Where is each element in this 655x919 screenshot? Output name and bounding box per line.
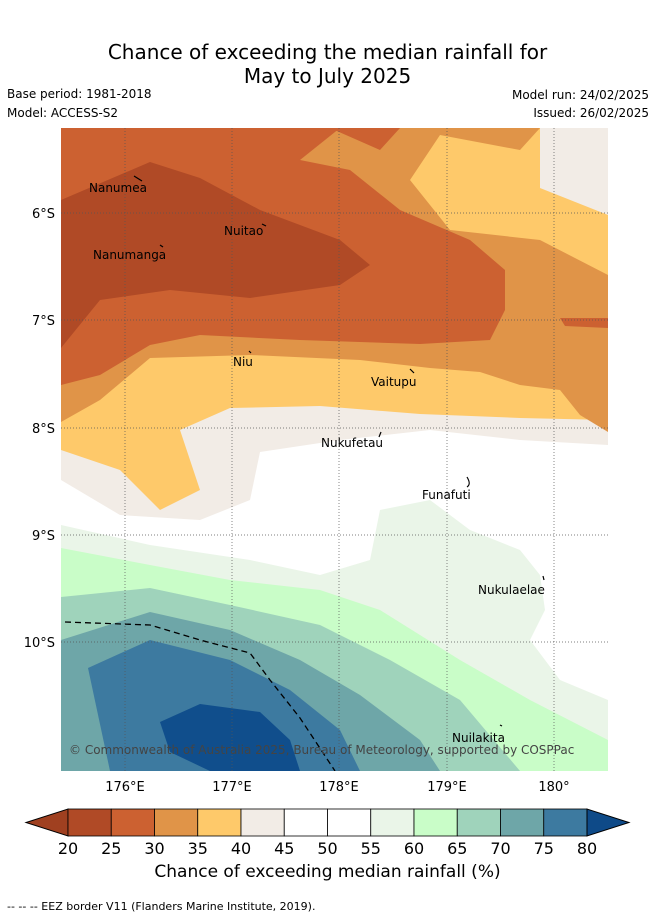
lon-label: 177°E	[212, 780, 252, 795]
probability-contours	[61, 128, 608, 771]
island-label-nanumea: Nanumea	[89, 181, 147, 195]
colorbar-segment	[413, 808, 458, 837]
colorbar: 20 25 30 35 40 45 50 55 60 65 70 75 80	[24, 808, 631, 858]
colorbar-label: Chance of exceeding median rainfall (%)	[154, 862, 501, 882]
colorbar-segment	[500, 808, 545, 837]
lon-label: 176°E	[105, 780, 145, 795]
island-marks	[133, 175, 545, 727]
island-label-nuilakita: Nuilakita	[452, 731, 505, 745]
colorbar-segment	[240, 808, 285, 837]
colorbar-tick-label: 75	[534, 839, 554, 858]
colorbar-under-arrow	[24, 808, 69, 837]
island-label-vaitupu: Vaitupu	[371, 375, 417, 389]
island-label-funafuti: Funafuti	[422, 488, 471, 502]
title-line-1: Chance of exceeding the median rainfall …	[107, 40, 548, 64]
island-label-niu: Niu	[233, 355, 253, 369]
island-label-nanumanga: Nanumanga	[93, 248, 166, 262]
lon-label: 178°E	[319, 780, 359, 795]
colorbar-tick-label: 40	[231, 839, 251, 858]
colorbar-tick-label: 25	[101, 839, 121, 858]
lon-label: 179°E	[427, 780, 467, 795]
graticule	[61, 128, 608, 771]
colorbar-tick-label: 35	[188, 839, 208, 858]
colorbar-tick-label: 30	[144, 839, 164, 858]
eez-footnote: -- -- -- EEZ border V11 (Flanders Marine…	[7, 900, 316, 913]
base-period: Base period: 1981-2018	[7, 87, 152, 101]
model-run: Model run: 24/02/2025	[511, 88, 649, 102]
island-label-nukufetau: Nukufetau	[321, 436, 383, 450]
copyright-notice: © Commonwealth of Australia 2025, Bureau…	[69, 743, 574, 757]
lat-label: 8°S	[32, 422, 55, 437]
lat-label: 7°S	[32, 314, 55, 329]
map-title: Chance of exceeding the median rainfall …	[0, 40, 655, 88]
colorbar-tick-label: 55	[361, 839, 381, 858]
island-label-nukulaelae: Nukulaelae	[478, 583, 545, 597]
longitude-labels: 176°E 177°E 178°E 179°E 180°	[105, 780, 569, 795]
colorbar-tick-label: 80	[577, 839, 597, 858]
colorbar-segment	[543, 808, 588, 837]
colorbar-segment	[283, 808, 328, 837]
lat-label: 9°S	[32, 529, 55, 544]
island-label-nuitao: Nuitao	[224, 224, 263, 238]
island-labels: Nanumea Nanumanga Nuitao Niu Vaitupu Nuk…	[89, 181, 545, 745]
colorbar-segment	[67, 808, 112, 837]
colorbar-segment	[154, 808, 199, 837]
lat-label: 10°S	[24, 636, 55, 651]
colorbar-segment	[456, 808, 501, 837]
colorbar-tick-label: 20	[58, 839, 78, 858]
issued-date: Issued: 26/02/2025	[533, 106, 649, 120]
lat-label: 6°S	[32, 207, 55, 222]
colorbar-segment	[197, 808, 242, 837]
title-line-2: May to July 2025	[243, 64, 412, 88]
colorbar-segment	[110, 808, 155, 837]
eez-border	[64, 621, 336, 771]
colorbar-over-arrow	[586, 808, 631, 837]
colorbar-tick-label: 70	[490, 839, 510, 858]
colorbar-tick-label: 45	[274, 839, 294, 858]
lon-label: 180°	[538, 780, 569, 795]
colorbar-tick-label: 60	[404, 839, 424, 858]
colorbar-segment	[370, 808, 415, 837]
colorbar-segment	[327, 808, 372, 837]
latitude-labels: 6°S 7°S 8°S 9°S 10°S	[24, 207, 55, 651]
colorbar-tick-label: 65	[447, 839, 467, 858]
model-name: Model: ACCESS-S2	[7, 106, 119, 120]
colorbar-tick-label: 50	[317, 839, 337, 858]
